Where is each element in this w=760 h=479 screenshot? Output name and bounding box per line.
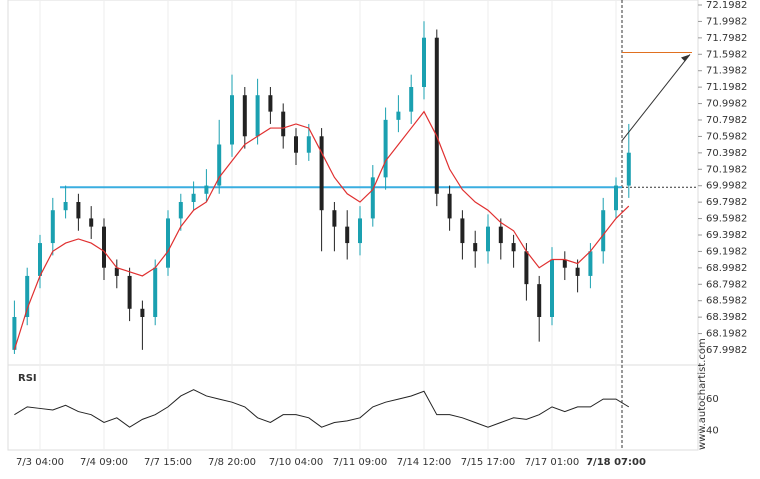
arrow-head bbox=[681, 54, 690, 62]
candle-body bbox=[524, 251, 529, 285]
candle-body bbox=[89, 218, 94, 227]
y-tick-label: 70.9982 bbox=[706, 99, 747, 110]
candle-body bbox=[396, 111, 401, 120]
y-tick-label: 70.3982 bbox=[706, 148, 747, 159]
candle-body bbox=[345, 226, 350, 244]
candle-body bbox=[127, 275, 132, 309]
x-tick-label: 7/18 07:00 bbox=[586, 457, 646, 468]
y-tick-label: 70.1982 bbox=[706, 164, 747, 175]
y-tick-label: 68.1982 bbox=[706, 329, 747, 340]
candle-body bbox=[460, 218, 465, 244]
x-tick-label: 7/10 04:00 bbox=[269, 457, 323, 468]
y-tick-label: 69.7982 bbox=[706, 197, 747, 208]
watermark: www.autochartist.com bbox=[697, 338, 708, 450]
candle-body bbox=[191, 193, 196, 202]
candle-body bbox=[319, 136, 324, 211]
candle-body bbox=[63, 201, 68, 211]
candle-body bbox=[537, 284, 542, 317]
candle-body bbox=[166, 218, 170, 268]
forecast-arrow bbox=[621, 54, 691, 142]
y-tick-label: 68.5982 bbox=[706, 296, 747, 307]
candle-body bbox=[332, 210, 337, 227]
candle-body bbox=[12, 316, 17, 350]
y-tick-label: 71.3982 bbox=[706, 66, 747, 77]
candle-body bbox=[178, 201, 183, 219]
candle-body bbox=[38, 243, 42, 276]
candle-body bbox=[306, 136, 311, 153]
candle-body bbox=[383, 119, 388, 178]
rsi-tick-label: 60 bbox=[706, 394, 719, 405]
candle-body bbox=[614, 185, 618, 211]
y-tick-label: 68.9982 bbox=[706, 263, 747, 274]
candle-body bbox=[409, 86, 414, 112]
x-tick-label: 7/3 04:00 bbox=[16, 457, 64, 468]
candle-body bbox=[281, 111, 286, 137]
candle-body bbox=[486, 226, 490, 252]
candle-body bbox=[204, 185, 209, 194]
rsi-line bbox=[14, 389, 630, 428]
candle-body bbox=[242, 95, 247, 137]
candle-body bbox=[575, 267, 580, 276]
x-tick-label: 7/15 17:00 bbox=[461, 457, 515, 468]
y-tick-label: 68.3982 bbox=[706, 312, 747, 323]
x-tick-label: 7/11 09:00 bbox=[333, 457, 387, 468]
y-tick-label: 70.5982 bbox=[706, 131, 747, 142]
y-tick-label: 72.1982 bbox=[706, 0, 747, 11]
candle-body bbox=[434, 37, 439, 194]
rsi-tick-label: 40 bbox=[706, 425, 719, 436]
y-tick-label: 67.9982 bbox=[706, 345, 747, 356]
candle-body bbox=[140, 308, 145, 317]
x-tick-label: 7/14 12:00 bbox=[397, 457, 451, 468]
candle-body bbox=[25, 275, 30, 317]
x-tick-label: 7/4 09:00 bbox=[80, 457, 128, 468]
y-tick-label: 71.5982 bbox=[706, 49, 747, 60]
candle-body bbox=[102, 226, 106, 268]
candle-body bbox=[422, 37, 426, 87]
y-tick-label: 69.9982 bbox=[706, 181, 747, 192]
candle-body bbox=[358, 218, 362, 244]
candle-body bbox=[255, 95, 260, 137]
candle-body bbox=[562, 259, 567, 268]
candle-body bbox=[626, 152, 631, 186]
candle-body bbox=[294, 136, 298, 153]
candle-body bbox=[153, 267, 158, 317]
candle-body bbox=[601, 210, 606, 252]
y-tick-label: 69.1982 bbox=[706, 246, 747, 257]
candle-body bbox=[50, 210, 55, 244]
y-tick-label: 69.5982 bbox=[706, 214, 747, 225]
y-tick-label: 71.1982 bbox=[706, 82, 747, 93]
candle-body bbox=[447, 193, 452, 219]
candle-body bbox=[588, 251, 593, 276]
plot-frame bbox=[7, 0, 699, 451]
candle-body bbox=[76, 201, 81, 219]
candle-body bbox=[114, 267, 119, 276]
candle-body bbox=[268, 95, 273, 112]
y-tick-label: 70.7982 bbox=[706, 115, 747, 126]
candle-body bbox=[511, 243, 516, 252]
candle-body bbox=[370, 177, 375, 219]
candle-body bbox=[230, 95, 234, 145]
x-tick-label: 7/7 15:00 bbox=[144, 457, 192, 468]
x-tick-label: 7/17 01:00 bbox=[525, 457, 579, 468]
moving-average bbox=[13, 110, 630, 351]
y-tick-label: 69.3982 bbox=[706, 230, 747, 241]
y-tick-label: 71.9982 bbox=[706, 16, 747, 27]
y-tick-label: 68.7982 bbox=[706, 279, 747, 290]
candle-body bbox=[498, 226, 503, 244]
rsi-title: RSI bbox=[18, 373, 37, 384]
candle-body bbox=[217, 144, 222, 186]
candle-body bbox=[550, 259, 554, 317]
y-tick-label: 71.7982 bbox=[706, 33, 747, 44]
candle-body bbox=[473, 243, 478, 252]
x-tick-label: 7/8 20:00 bbox=[208, 457, 256, 468]
